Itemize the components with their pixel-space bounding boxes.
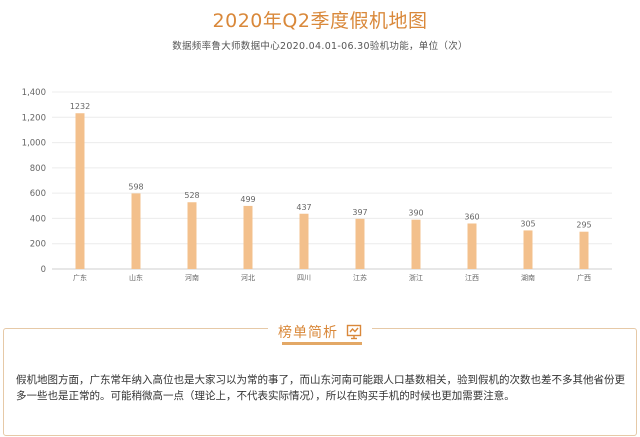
chart-subtitle: 数据频率鲁大师数据中心2020.04.01-06.30验机功能，单位（次） bbox=[172, 41, 468, 52]
bar bbox=[187, 202, 197, 269]
data-label: 437 bbox=[296, 203, 311, 212]
x-tick-label: 四川 bbox=[297, 274, 311, 282]
x-tick-label: 广西 bbox=[577, 273, 591, 282]
bar bbox=[579, 231, 589, 269]
x-tick-label: 山东 bbox=[129, 273, 143, 282]
bar bbox=[355, 218, 365, 269]
x-tick-label: 江西 bbox=[465, 274, 479, 282]
x-tick-label: 湖南 bbox=[521, 273, 535, 282]
bar bbox=[75, 113, 85, 269]
chart-check-icon bbox=[346, 324, 362, 340]
y-tick-label: 600 bbox=[30, 189, 46, 199]
analysis-title: 榜单简析 bbox=[278, 325, 338, 341]
x-tick-label: 广东 bbox=[73, 273, 87, 282]
analysis-text: 假机地图方面，广东常年纳入高位也是大家习以为常的事了，而山东河南可能跟人口基数相… bbox=[16, 374, 625, 402]
data-label: 305 bbox=[520, 219, 535, 228]
data-label: 295 bbox=[576, 221, 591, 230]
y-tick-label: 400 bbox=[30, 214, 46, 224]
y-tick-label: 0 bbox=[41, 265, 46, 275]
y-tick-label: 800 bbox=[30, 164, 46, 174]
data-label: 397 bbox=[352, 208, 367, 217]
data-label: 390 bbox=[408, 209, 423, 218]
bar bbox=[411, 219, 421, 269]
x-tick-label: 河北 bbox=[241, 274, 255, 282]
bar bbox=[243, 205, 253, 269]
data-label: 499 bbox=[240, 195, 255, 204]
data-label: 598 bbox=[128, 182, 143, 191]
x-tick-label: 江苏 bbox=[353, 273, 367, 282]
bar-chart: 0 200 400 600 800 1,000 1,200 1,400 1232 广东 598 山东 5… bbox=[22, 88, 612, 282]
x-tick-label: 河南 bbox=[185, 273, 199, 282]
chart-title: 2020年Q2季度假机地图 bbox=[212, 10, 428, 32]
y-tick-label: 1,200 bbox=[22, 113, 46, 123]
y-tick-label: 1,400 bbox=[22, 88, 46, 98]
analysis-underline bbox=[282, 342, 362, 345]
bar bbox=[131, 193, 141, 269]
data-label: 1232 bbox=[70, 102, 90, 111]
y-tick-label: 1,000 bbox=[22, 139, 46, 149]
bar bbox=[299, 213, 309, 269]
y-tick-label: 200 bbox=[30, 240, 46, 250]
analysis-header: 榜单简析 bbox=[0, 314, 640, 350]
data-label: 528 bbox=[184, 191, 199, 200]
bar bbox=[523, 230, 533, 269]
data-label: 360 bbox=[464, 212, 479, 221]
bar bbox=[467, 223, 477, 269]
x-tick-label: 浙江 bbox=[409, 273, 423, 282]
